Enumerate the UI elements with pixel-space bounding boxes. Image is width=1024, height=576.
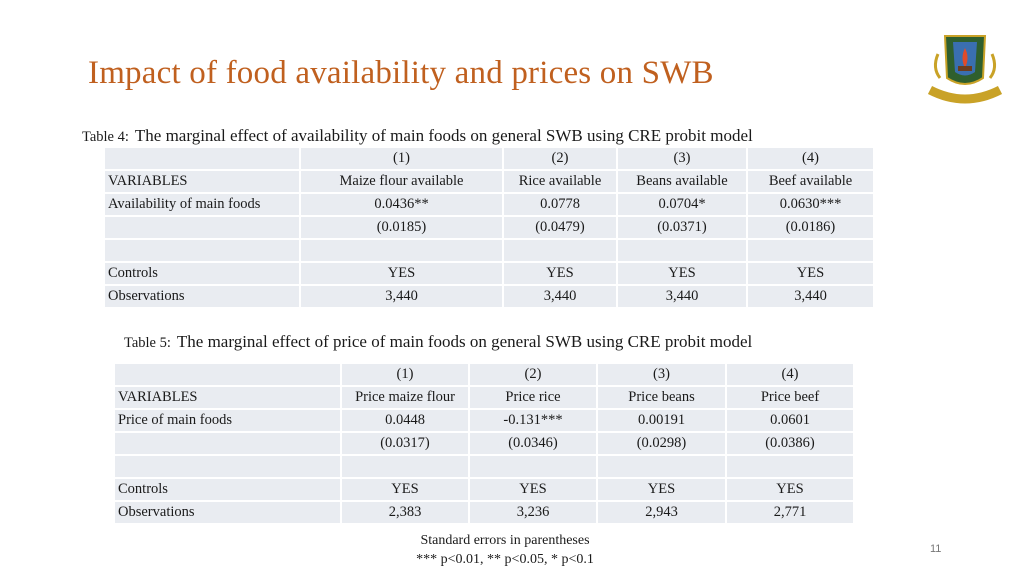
row-label-cell: Availability of main foods [105,194,299,215]
table-row: Observations 3,440 3,440 3,440 3,440 [105,286,873,307]
table4: (1) (2) (3) (4) VARIABLES Maize flour availab… [103,146,875,309]
table-cell: 2,943 [598,502,725,523]
table-cell [470,456,596,477]
table5-caption: Table 5: The marginal effect of price of … [124,332,752,352]
table-row [105,240,873,261]
table-cell: 3,440 [748,286,873,307]
footnote-significance: *** p<0.01, ** p<0.05, * p<0.1 [416,552,594,567]
table-cell: (2) [470,364,596,385]
table-cell: YES [598,479,725,500]
footnote: Standard errors in parentheses *** p<0.0… [380,531,630,569]
table-row: Price of main foods 0.0448 -0.131*** 0.0019… [115,410,853,431]
table-cell: Maize flour available [301,171,502,192]
table-cell: (0.0479) [504,217,616,238]
table-cell [301,240,502,261]
row-label-cell [105,148,299,169]
row-label-cell: Controls [105,263,299,284]
table-cell: YES [504,263,616,284]
table4-caption: Table 4: The marginal effect of availabil… [82,126,753,146]
table-cell [342,456,468,477]
table-row: Controls YES YES YES YES [115,479,853,500]
table-cell: YES [727,479,853,500]
row-label-cell: Controls [115,479,340,500]
table-row: Availability of main foods 0.0436** 0.0778… [105,194,873,215]
table-row: VARIABLES Maize flour available Rice avail… [105,171,873,192]
table-cell: 0.0448 [342,410,468,431]
table-cell [504,240,616,261]
table-cell: (3) [618,148,746,169]
table-cell: 0.00191 [598,410,725,431]
row-label-cell [115,433,340,454]
table-cell: 2,383 [342,502,468,523]
table-row: (0.0317) (0.0346) (0.0298) (0.0386) [115,433,853,454]
table-cell: (0.0298) [598,433,725,454]
slide-title: Impact of food availability and prices o… [88,55,714,91]
table-cell: (3) [598,364,725,385]
table-row: Controls YES YES YES YES [105,263,873,284]
table-cell [618,240,746,261]
row-label-cell [105,217,299,238]
table-cell: YES [748,263,873,284]
table-cell: YES [301,263,502,284]
table-cell: 3,440 [504,286,616,307]
table-cell: Price beef [727,387,853,408]
table-cell: 0.0436** [301,194,502,215]
table-cell: 2,771 [727,502,853,523]
row-label-cell [115,456,340,477]
table-cell: (0.0317) [342,433,468,454]
row-label-cell: VARIABLES [105,171,299,192]
table-cell: (0.0185) [301,217,502,238]
table-row: (1) (2) (3) (4) [115,364,853,385]
row-label-cell: Observations [105,286,299,307]
table-cell: 0.0778 [504,194,616,215]
row-label-cell [115,364,340,385]
table-cell: Price maize flour [342,387,468,408]
table-cell: (1) [342,364,468,385]
table-cell: YES [470,479,596,500]
table-row: (1) (2) (3) (4) [105,148,873,169]
table-cell [748,240,873,261]
row-label-cell: Price of main foods [115,410,340,431]
footnote-standard-errors: Standard errors in parentheses [420,533,590,548]
table-cell: (4) [727,364,853,385]
table-cell: Rice available [504,171,616,192]
table-cell: 0.0630*** [748,194,873,215]
table-cell: (4) [748,148,873,169]
table4-caption-text: The marginal effect of availability of m… [134,126,753,145]
table-cell: 3,236 [470,502,596,523]
table-row [115,456,853,477]
table-cell [727,456,853,477]
university-crest-logo [927,35,1003,104]
table-cell: Price rice [470,387,596,408]
table-cell: (1) [301,148,502,169]
table-cell: 0.0704* [618,194,746,215]
row-label-cell [105,240,299,261]
table-row: (0.0185) (0.0479) (0.0371) (0.0186) [105,217,873,238]
table-cell: YES [618,263,746,284]
table4-label: Table 4: [82,129,129,145]
table-cell: -0.131*** [470,410,596,431]
table5: (1) (2) (3) (4) VARIABLES Price maize flour Pr… [113,362,855,525]
table-cell: Beef available [748,171,873,192]
table-row: VARIABLES Price maize flour Price rice Pric… [115,387,853,408]
page-number: 11 [930,543,942,555]
table-row: Observations 2,383 3,236 2,943 2,771 [115,502,853,523]
table-cell: 3,440 [301,286,502,307]
table-cell: 3,440 [618,286,746,307]
table-cell: (2) [504,148,616,169]
table-cell: (0.0386) [727,433,853,454]
table5-label: Table 5: [124,335,171,351]
table-cell [598,456,725,477]
table-cell: YES [342,479,468,500]
table-cell: 0.0601 [727,410,853,431]
table-cell: (0.0186) [748,217,873,238]
table-cell: (0.0371) [618,217,746,238]
table-cell: Price beans [598,387,725,408]
table-cell: Beans available [618,171,746,192]
table5-caption-text: The marginal effect of price of main foo… [176,332,753,351]
row-label-cell: Observations [115,502,340,523]
table-cell: (0.0346) [470,433,596,454]
row-label-cell: VARIABLES [115,387,340,408]
